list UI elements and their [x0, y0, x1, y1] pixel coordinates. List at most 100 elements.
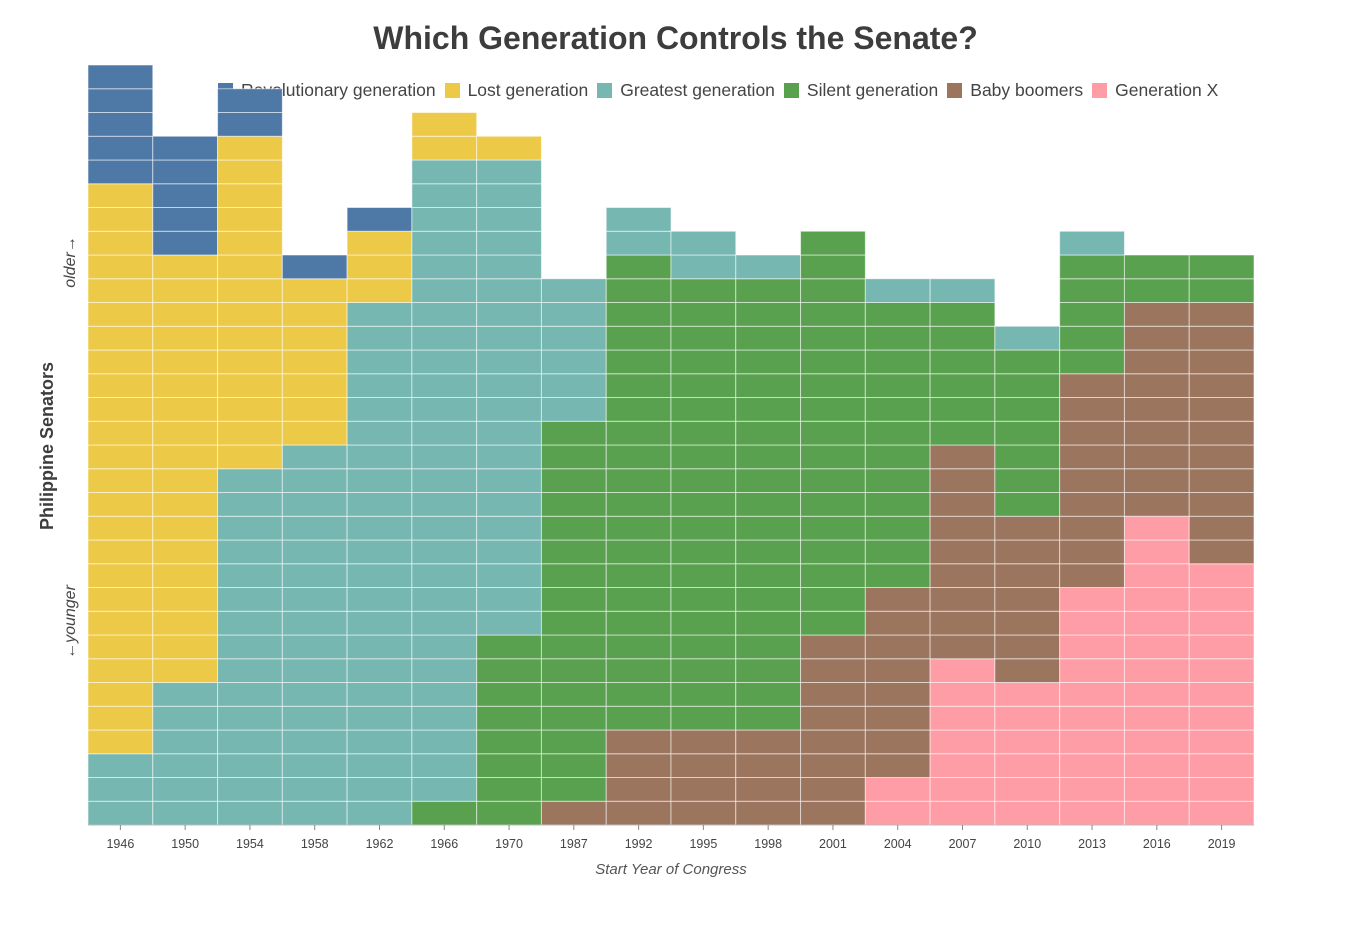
senator-cell — [929, 302, 996, 327]
senator-cell — [929, 753, 996, 778]
senator-cell — [994, 777, 1061, 802]
older-annotation: older→ — [62, 236, 79, 288]
senator-cell — [605, 515, 672, 541]
senator-cell — [994, 587, 1061, 612]
senator-cell — [411, 349, 478, 375]
senator-cell — [994, 705, 1061, 731]
senator-cell — [281, 658, 348, 683]
legend-item: Generation X — [1092, 80, 1218, 101]
senator-cell — [540, 753, 607, 778]
x-tick-label: 1998 — [754, 837, 782, 851]
x-tick-label: 1962 — [366, 837, 394, 851]
senator-cell — [1123, 563, 1190, 588]
senator-cell — [864, 729, 931, 755]
senator-cell — [476, 159, 542, 185]
senator-cell — [217, 302, 283, 327]
senator-cell — [152, 207, 219, 232]
senator-cell — [670, 682, 737, 707]
senator-cell — [540, 278, 607, 303]
senator-cell — [670, 515, 737, 541]
senator-cell — [1059, 278, 1125, 303]
senator-cell — [864, 397, 931, 422]
senator-cell — [346, 397, 413, 422]
senator-cell — [476, 349, 542, 375]
senator-cell — [476, 705, 542, 731]
senator-cell — [476, 682, 542, 707]
senator-cell — [994, 492, 1061, 517]
senator-cell — [476, 753, 542, 778]
senator-cell — [476, 325, 542, 351]
senator-cell — [864, 682, 931, 707]
senator-cell — [217, 492, 283, 517]
senator-cell — [152, 302, 219, 327]
senator-cell — [346, 420, 413, 446]
senator-cell — [87, 515, 154, 541]
senator-cell — [1123, 420, 1190, 446]
senator-cell — [411, 468, 478, 493]
legend-swatch — [1092, 82, 1108, 98]
senator-cell — [152, 468, 219, 493]
senator-cell — [540, 682, 607, 707]
senator-cell — [735, 373, 802, 398]
senator-cell — [1123, 729, 1190, 755]
senator-cell — [1123, 682, 1190, 707]
senator-cell — [1188, 373, 1255, 398]
senator-cell — [217, 658, 283, 683]
senator-cell — [1123, 705, 1190, 731]
senator-cell — [476, 135, 542, 161]
senator-cell — [864, 302, 931, 327]
x-tick-label: 1992 — [625, 837, 653, 851]
senator-cell — [411, 658, 478, 683]
senator-cell — [346, 444, 413, 470]
senator-cell — [670, 610, 737, 636]
senator-cell — [929, 278, 996, 303]
senator-cell — [346, 373, 413, 398]
senator-cell — [735, 705, 802, 731]
senator-cell — [1059, 373, 1125, 398]
senator-cell — [281, 777, 348, 802]
senator-cell — [346, 705, 413, 731]
senator-cell — [864, 539, 931, 565]
senator-cell — [929, 420, 996, 446]
senator-cell — [735, 587, 802, 612]
senator-cell — [540, 302, 607, 327]
senator-cell — [540, 492, 607, 517]
senator-cell — [1123, 325, 1190, 351]
senator-cell — [346, 800, 413, 826]
senator-cell — [87, 88, 154, 113]
senator-cell — [1188, 444, 1255, 470]
senator-cell — [87, 800, 154, 826]
senator-cell — [1059, 325, 1125, 351]
senator-cell — [605, 492, 672, 517]
senator-cell — [540, 444, 607, 470]
senator-cell — [152, 325, 219, 351]
legend-swatch — [783, 82, 799, 98]
senator-cell — [929, 373, 996, 398]
senator-cell — [152, 230, 219, 256]
senator-cell — [411, 183, 478, 208]
y-axis-label: Philippine Senators — [37, 362, 57, 530]
senator-cell — [929, 563, 996, 588]
senator-cell — [411, 682, 478, 707]
x-axis-label: Start Year of Congress — [595, 861, 747, 878]
senator-cell — [1188, 397, 1255, 422]
senator-cell — [411, 373, 478, 398]
senator-cell — [87, 468, 154, 493]
senator-cell — [800, 492, 866, 517]
senator-cell — [281, 349, 348, 375]
x-tick-label: 1946 — [106, 837, 134, 851]
senator-cell — [87, 112, 154, 137]
senator-cell — [217, 444, 283, 470]
senator-cell — [217, 753, 283, 778]
senator-cell — [1059, 729, 1125, 755]
senator-cell — [800, 753, 866, 778]
senator-cell — [800, 587, 866, 612]
senator-cell — [346, 682, 413, 707]
senator-cell — [217, 325, 283, 351]
senator-cell — [929, 349, 996, 375]
senator-cell — [87, 135, 154, 161]
senator-cell — [411, 420, 478, 446]
senator-cell — [87, 705, 154, 731]
senator-cell — [800, 515, 866, 541]
